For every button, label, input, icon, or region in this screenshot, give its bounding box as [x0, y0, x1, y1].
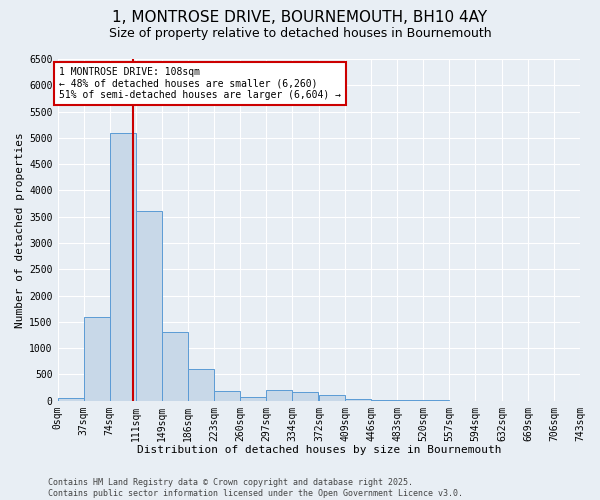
- Bar: [58, 398, 83, 400]
- Text: Contains HM Land Registry data © Crown copyright and database right 2025.
Contai: Contains HM Land Registry data © Crown c…: [48, 478, 463, 498]
- Bar: [163, 332, 188, 400]
- Y-axis label: Number of detached properties: Number of detached properties: [15, 132, 25, 328]
- Bar: [345, 399, 371, 400]
- Text: 1 MONTROSE DRIVE: 108sqm
← 48% of detached houses are smaller (6,260)
51% of sem: 1 MONTROSE DRIVE: 108sqm ← 48% of detach…: [59, 67, 341, 100]
- Bar: [319, 396, 345, 400]
- Bar: [136, 212, 161, 400]
- Bar: [83, 316, 110, 400]
- Bar: [292, 392, 319, 400]
- Bar: [266, 390, 292, 400]
- X-axis label: Distribution of detached houses by size in Bournemouth: Distribution of detached houses by size …: [137, 445, 501, 455]
- Bar: [214, 392, 241, 400]
- Text: 1, MONTROSE DRIVE, BOURNEMOUTH, BH10 4AY: 1, MONTROSE DRIVE, BOURNEMOUTH, BH10 4AY: [112, 10, 488, 25]
- Bar: [241, 396, 266, 400]
- Bar: [110, 132, 136, 400]
- Text: Size of property relative to detached houses in Bournemouth: Size of property relative to detached ho…: [109, 28, 491, 40]
- Bar: [188, 369, 214, 400]
